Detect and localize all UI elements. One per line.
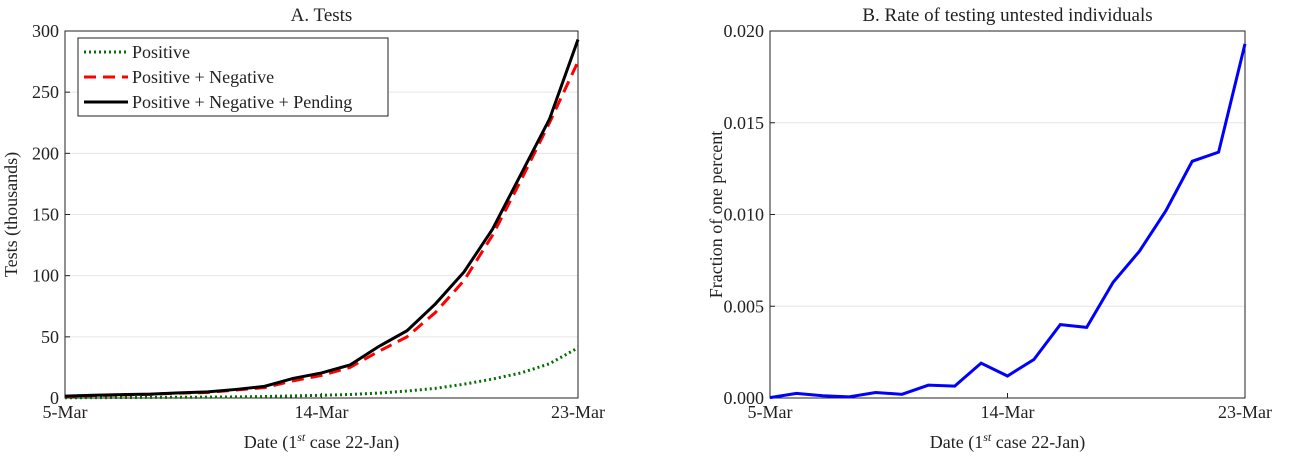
x-axis-label-part: st bbox=[297, 430, 306, 444]
y-tick-label: 0 bbox=[50, 388, 59, 408]
y-tick-label: 0.005 bbox=[724, 296, 765, 316]
legend-label: Positive bbox=[132, 42, 190, 62]
series-line bbox=[769, 43, 1247, 400]
y-tick-label: 250 bbox=[32, 82, 59, 102]
y-tick-label: 0.020 bbox=[724, 21, 765, 41]
y-axis-label: Fraction of one percent bbox=[706, 131, 726, 298]
x-axis-label: Date (1st case 22-Jan) bbox=[244, 430, 399, 453]
axes-box bbox=[64, 30, 579, 399]
x-axis-label-part: case 22-Jan) bbox=[991, 432, 1085, 453]
chart-title: B. Rate of testing untested individuals bbox=[862, 5, 1152, 26]
x-tick-label: 23-Mar bbox=[1218, 402, 1272, 422]
y-tick-label: 300 bbox=[32, 21, 59, 41]
x-axis-label-part: Date (1 bbox=[930, 432, 983, 453]
series-line bbox=[64, 346, 579, 400]
y-tick-label: 0.000 bbox=[724, 388, 765, 408]
legend-label: Positive + Negative + Pending bbox=[132, 92, 352, 112]
series-line bbox=[64, 39, 580, 398]
legend-box bbox=[77, 37, 389, 117]
y-tick-label: 100 bbox=[32, 266, 59, 286]
chart-title: A. Tests bbox=[291, 5, 353, 26]
x-axis-label: Date (1st case 22-Jan) bbox=[930, 430, 1085, 453]
y-tick-label: 50 bbox=[41, 327, 59, 347]
y-tick-label: 0.015 bbox=[724, 113, 765, 133]
x-tick-label: 5-Mar bbox=[43, 402, 88, 422]
x-axis-label-part: Date (1 bbox=[244, 432, 297, 453]
legend-label: Positive + Negative bbox=[132, 67, 274, 87]
y-tick-label: 150 bbox=[32, 205, 59, 225]
x-tick-label: 5-Mar bbox=[748, 402, 793, 422]
axes-box bbox=[769, 30, 1246, 399]
x-tick-label: 23-Mar bbox=[551, 402, 605, 422]
y-axis-label: Tests (thousands) bbox=[1, 152, 22, 277]
x-tick-label: 14-Mar bbox=[295, 402, 349, 422]
y-tick-label: 200 bbox=[32, 143, 59, 163]
x-axis-label-part: case 22-Jan) bbox=[305, 432, 399, 453]
y-tick-label: 0.010 bbox=[724, 205, 765, 225]
x-axis-label-part: st bbox=[983, 430, 992, 444]
x-tick-label: 14-Mar bbox=[981, 402, 1035, 422]
